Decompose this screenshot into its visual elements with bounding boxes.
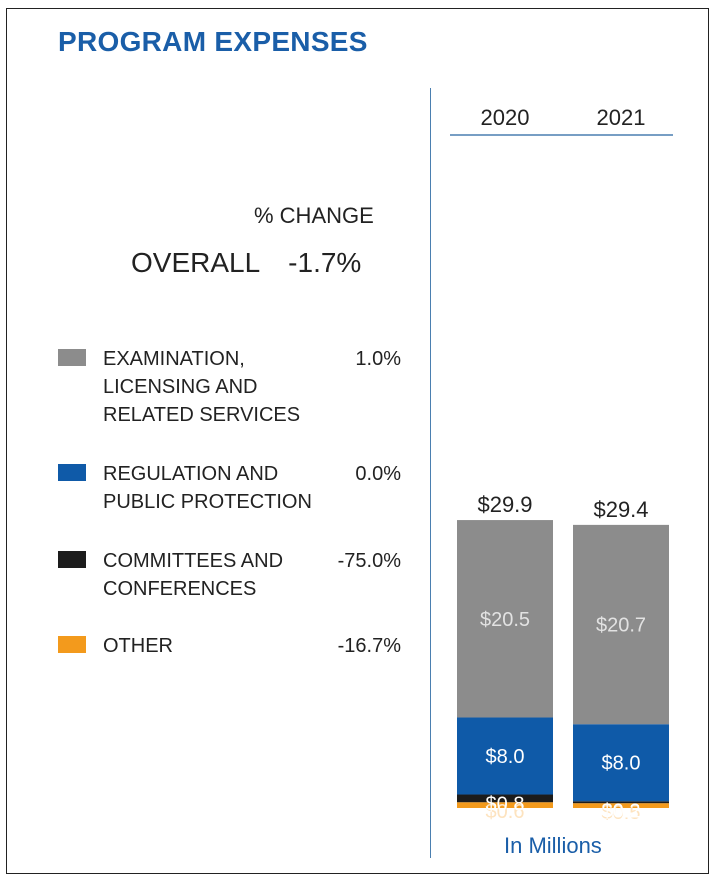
legend-label-line: RELATED SERVICES xyxy=(103,404,301,426)
year-tick-label: 2020 xyxy=(481,105,530,130)
bar-segment xyxy=(573,801,669,804)
units-label: In Millions xyxy=(504,833,602,858)
legend-label-line: EXAMINATION, xyxy=(103,348,245,370)
segment-value-label: $0.6 xyxy=(486,801,525,820)
overall-value: -1.7% xyxy=(288,247,362,278)
bar-total-label: $29.4 xyxy=(593,497,648,522)
legend-label-line: OTHER xyxy=(103,635,173,657)
segment-value-label: $20.5 xyxy=(480,609,530,631)
legend-label: OTHER xyxy=(103,632,173,660)
bar-segment xyxy=(573,724,669,802)
bar-total-label: $29.9 xyxy=(477,492,532,517)
overall-label: OVERALL xyxy=(131,247,261,278)
legend-label: COMMITTEES AND CONFERENCES xyxy=(103,547,283,603)
legend-label-line: CONFERENCES xyxy=(103,578,257,600)
year-tick-label: 2021 xyxy=(597,105,646,130)
legend-label-line: PUBLIC PROTECTION xyxy=(103,491,312,513)
legend-label: REGULATION AND PUBLIC PROTECTION xyxy=(103,460,312,516)
legend-label-line: LICENSING AND xyxy=(103,376,258,398)
legend-percent-change: 0.0% xyxy=(355,463,401,485)
bar-segment xyxy=(457,802,553,808)
legend-percent-change: 1.0% xyxy=(355,348,401,370)
segment-value-label: $8.0 xyxy=(602,753,641,775)
percent-change-header: % CHANGE xyxy=(254,203,374,228)
legend-label-line: COMMITTEES AND xyxy=(103,550,284,572)
legend-swatch xyxy=(58,636,86,653)
bar-segment xyxy=(457,520,553,718)
legend-swatch xyxy=(58,464,86,481)
vertical-divider xyxy=(430,88,431,858)
legend-percent-change: -16.7% xyxy=(337,635,401,657)
bar-segment xyxy=(573,803,669,808)
segment-value-label: $0.8 xyxy=(486,794,525,816)
legend-label-line: REGULATION AND xyxy=(103,463,279,485)
legend-label: EXAMINATION, LICENSING AND RELATED SERVICE… xyxy=(103,345,300,429)
segment-value-label: $8.0 xyxy=(486,746,525,768)
segment-value-label: $20.7 xyxy=(596,615,646,637)
overall-change: OVERALL -1.7% xyxy=(131,247,361,279)
legend-swatch xyxy=(58,551,86,568)
segment-value-label: $0.5 xyxy=(602,802,641,820)
segment-value-label: $0.2 xyxy=(602,800,641,820)
bar-segment xyxy=(573,524,669,725)
legend-percent-change: -75.0% xyxy=(337,550,401,572)
legend-swatch xyxy=(58,349,86,366)
stacked-bar-chart: 2020 $0.6$0.8 $8.0 $20.5 $29.9 2021 $0.5$0.2 $8… xyxy=(450,105,673,820)
bar-segment xyxy=(457,717,553,795)
bar-segment xyxy=(457,794,553,803)
chart-title: PROGRAM EXPENSES xyxy=(58,26,368,57)
